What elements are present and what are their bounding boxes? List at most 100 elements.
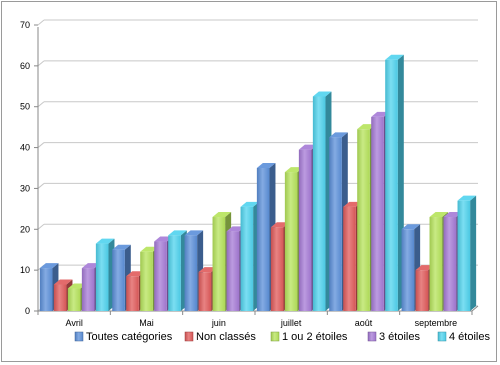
bar-front <box>95 243 109 311</box>
bar-front <box>284 172 298 311</box>
x-axis-depth-line <box>471 305 479 312</box>
bar-top <box>371 111 390 117</box>
bar-top <box>154 236 173 242</box>
bar-top <box>53 279 73 285</box>
bar-front <box>126 276 139 311</box>
bar-front <box>443 217 457 311</box>
labels: 0 10 20 30 40 50 60 70 Avril Mai juin juillet août se… <box>20 20 457 328</box>
gridline-side <box>37 223 45 230</box>
bar-top <box>284 167 304 173</box>
y-tick-label: 10 <box>20 265 30 275</box>
y-tick-label: 20 <box>20 224 30 234</box>
bar-top <box>298 144 318 150</box>
y-tick-label: 60 <box>20 61 30 71</box>
bar-front <box>415 270 429 311</box>
bar-top <box>226 226 246 232</box>
bar-top <box>329 132 348 138</box>
bar-front <box>226 231 240 311</box>
bar-top <box>343 201 362 207</box>
bar-front <box>457 200 471 311</box>
bar-top <box>457 195 477 201</box>
bar-top <box>256 163 276 168</box>
bar-front <box>81 268 95 311</box>
bar-front <box>371 116 384 311</box>
bar-front <box>343 206 356 311</box>
y-tick-label: 40 <box>20 143 30 153</box>
bar-front <box>112 249 125 311</box>
bar-front <box>357 129 370 311</box>
bar-top <box>212 212 232 218</box>
x-tick-label: juillet <box>280 318 302 328</box>
bar <box>312 91 332 311</box>
bar-front <box>429 217 443 311</box>
x-tick-label: Mai <box>139 318 154 328</box>
legend-label: 4 étoiles <box>449 331 490 343</box>
legend-swatch <box>270 331 280 342</box>
bar-top <box>270 222 290 228</box>
bar-front <box>270 227 284 311</box>
legend-label: 1 ou 2 étoiles <box>282 331 348 343</box>
gridline-side <box>37 60 45 67</box>
bar-front <box>168 235 181 311</box>
bar-top <box>443 212 463 218</box>
bar-top <box>240 201 260 207</box>
bar-top <box>401 224 421 230</box>
legend-label: Non classés <box>196 331 256 343</box>
bar <box>457 195 477 311</box>
bar-top <box>415 265 435 271</box>
bar <box>95 238 115 311</box>
bar-top <box>429 212 449 218</box>
bar-front <box>39 268 53 311</box>
bar-front <box>184 235 198 311</box>
bar <box>168 230 187 311</box>
bar-top <box>184 230 204 236</box>
legend-swatch <box>367 331 377 342</box>
bar-front <box>212 217 226 311</box>
bar-front <box>53 284 67 311</box>
bar-side <box>470 195 477 311</box>
bars <box>39 54 477 311</box>
legend-label: Toutes catégories <box>86 331 173 343</box>
bar-front <box>240 206 254 311</box>
bar-top <box>67 283 87 289</box>
gridline-side <box>37 101 45 108</box>
bar-front <box>198 272 212 311</box>
bar-top <box>198 267 218 273</box>
y-tick-label: 30 <box>20 183 30 193</box>
bar-front <box>312 96 326 311</box>
legend-item: Non classés <box>184 331 256 343</box>
legend-label: 3 étoiles <box>379 331 420 343</box>
legend-swatch <box>437 331 447 342</box>
legend: Toutes catégories Non classés 1 ou 2 étoil… <box>74 331 490 343</box>
y-tick-label: 70 <box>20 20 30 30</box>
bar-front <box>140 251 153 311</box>
legend-swatch <box>74 331 84 342</box>
bar-top <box>385 54 404 60</box>
bar-front <box>329 137 342 311</box>
legend-item: Toutes catégories <box>74 331 173 343</box>
gridline-side <box>37 19 45 26</box>
y-tick-label: 50 <box>20 102 30 112</box>
y-tick-label: 0 <box>25 306 30 316</box>
bar-front <box>385 59 398 311</box>
legend-swatch <box>184 331 194 342</box>
bar-front <box>401 229 415 311</box>
bar-top <box>81 263 101 269</box>
bar <box>385 54 404 311</box>
x-tick-label: septembre <box>415 318 458 328</box>
legend-item: 4 étoiles <box>437 331 490 343</box>
bar-front <box>298 149 312 311</box>
bar-top <box>140 246 159 252</box>
bar-top <box>312 91 332 97</box>
bar-top <box>357 124 376 130</box>
bar-front <box>256 168 270 311</box>
gridline-side <box>37 183 45 189</box>
bar-top <box>95 238 115 244</box>
axes <box>34 24 479 315</box>
x-tick-label: juin <box>211 318 226 328</box>
x-tick-label: août <box>355 318 373 328</box>
bar-top <box>168 230 187 236</box>
legend-item: 1 ou 2 étoiles <box>270 331 348 343</box>
bar-front <box>154 241 167 311</box>
